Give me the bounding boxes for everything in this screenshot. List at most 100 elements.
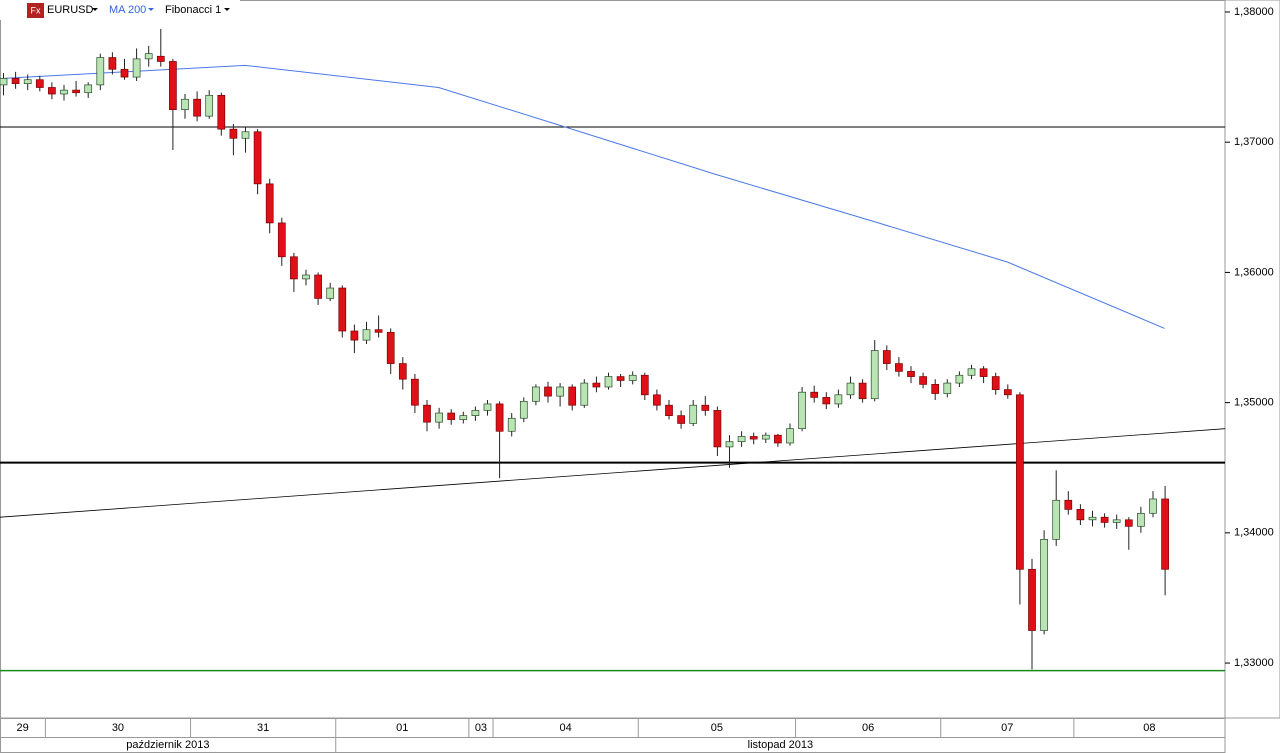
candle-body [398,363,407,380]
candle-body [1076,509,1085,521]
candle-body [60,89,68,95]
candle-body [326,287,335,299]
candle-body [1040,538,1048,631]
candle-body [556,386,564,397]
y-tick-label: 1,38000 [1234,6,1274,18]
candle-body [507,417,516,432]
candle-body [144,53,153,60]
date-label: 01 [396,722,408,734]
candle-body [1003,389,1012,396]
candle-body [822,397,831,405]
dropdown-arrow[interactable] [92,8,98,11]
candle-body [1137,512,1145,527]
candle-body [302,274,310,280]
date-label: 31 [257,722,269,734]
candle-body [23,79,32,84]
candle-body [1052,499,1061,540]
candle-body [737,436,746,443]
candle-body [786,428,794,444]
date-label: 03 [475,722,487,734]
date-label: 04 [560,722,572,734]
date-label: 29 [17,722,29,734]
y-tick-label: 1,35000 [1234,397,1274,409]
indicator[interactable]: MA 200 [109,4,146,16]
dropdown-arrow[interactable] [148,8,154,11]
candle-body [120,68,129,78]
candle-body [435,412,443,423]
date-label: 05 [711,722,723,734]
candle-body [132,58,141,78]
date-row [0,718,1226,738]
candle-body [532,386,540,402]
candle-body [544,386,552,397]
candle-body [919,376,927,385]
candle-body [689,404,698,424]
candle-body [713,410,722,448]
plot [0,28,1226,672]
candle-body [955,374,964,384]
candle-body [35,79,44,88]
candle-body [592,382,601,388]
candle-body [96,57,105,86]
candle-body [386,331,395,364]
candle-body [628,374,637,381]
candle-body [483,403,492,411]
toolbar[interactable]: Fx EURUSD MA 200 Fibonacci 1 [0,0,240,20]
date-label: 08 [1143,722,1155,734]
candle-body [11,78,20,84]
candle-body [277,222,286,258]
candle-body [846,382,855,396]
y-tick-label: 1,37000 [1234,136,1274,148]
candle-body [1112,519,1121,523]
candle-body [253,131,262,185]
price-axis [1224,0,1280,719]
candle-body [205,94,214,117]
fx-icon-text: Fx [31,5,41,15]
candle-body [459,415,468,420]
candle-body [1028,568,1036,631]
symbol[interactable]: EURUSD [47,4,94,16]
candle-body [798,391,806,430]
candle-body [169,61,177,110]
candle-body [725,441,734,448]
candle-body [653,394,661,406]
candle-body [568,386,577,406]
candle-body [580,382,589,406]
candle-body [701,404,710,411]
candle-body [471,410,480,416]
candle-body [350,330,359,341]
candle-body [967,368,976,376]
dropdown-arrow[interactable] [224,8,230,11]
candle-body [604,376,613,388]
tool[interactable]: Fibonacci 1 [165,4,221,16]
candle-body [774,434,782,444]
candle-body [677,415,685,424]
candle-body [943,382,952,394]
candle-body [447,412,456,420]
candle-body [241,131,250,139]
candle-body [229,128,238,139]
candle-body [991,376,1000,390]
candle-body [810,391,819,398]
candle-body [519,400,528,419]
y-tick-label: 1,34000 [1234,527,1274,539]
fx-icon [27,3,44,18]
candle-body [48,87,56,95]
candle-body [907,371,915,377]
month-label: listopad 2013 [748,739,813,751]
candle-body [616,376,625,381]
candle-body [895,363,903,372]
candle-body [1100,516,1109,523]
moving-average [2,64,1165,329]
candle-body [193,98,201,117]
candle-body [1088,516,1097,521]
candle-body [290,256,298,280]
candle-body [374,329,383,333]
candle-body [338,287,347,332]
candle-body [1149,498,1157,514]
candle-body [640,374,649,396]
candle-body [156,55,165,62]
y-tick-label: 1,36000 [1234,266,1274,278]
toolbar-bg [0,0,240,20]
